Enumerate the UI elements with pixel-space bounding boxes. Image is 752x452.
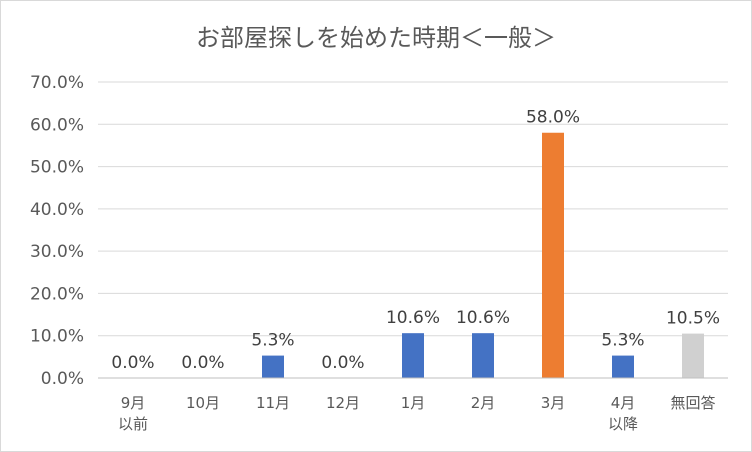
y-axis-ticks: 0.0% 10.0% 20.0% 30.0% 40.0% 50.0% 60.0% 70.0% [30, 73, 84, 389]
y-tick-label: 40.0% [30, 200, 84, 220]
y-tick-label: 30.0% [30, 242, 84, 262]
bar [262, 355, 284, 378]
data-label: 5.3% [601, 331, 644, 351]
x-tick-label: 3月 [541, 394, 566, 412]
chart-title: お部屋探しを始めた時期＜一般＞ [196, 24, 556, 52]
data-label: 0.0% [321, 353, 364, 373]
gridlines [98, 81, 728, 337]
data-label: 0.0% [181, 353, 224, 373]
bar [402, 333, 424, 378]
x-tick-label: 4月以降 [608, 394, 638, 433]
x-tick-label: 12月 [326, 394, 360, 412]
x-tick-label: 9月以前 [118, 394, 148, 433]
y-tick-label: 10.0% [30, 327, 84, 347]
data-label: 0.0% [111, 353, 154, 373]
x-tick-label: 無回答 [670, 394, 715, 412]
x-tick-label: 1月 [401, 394, 426, 412]
bars [262, 132, 704, 378]
x-tick-label: 2月 [471, 394, 496, 412]
data-label: 58.0% [526, 108, 580, 128]
bar [612, 355, 634, 378]
y-tick-label: 60.0% [30, 115, 84, 135]
data-label: 10.5% [666, 309, 720, 329]
x-tick-label: 11月 [256, 394, 290, 412]
data-label: 10.6% [456, 308, 510, 328]
x-tick-label: 10月 [186, 394, 220, 412]
data-label: 10.6% [386, 308, 440, 328]
data-labels: 0.0% 0.0% 5.3% 0.0% 10.6% 10.6% 58.0% 5.3% 10.5% [111, 108, 720, 373]
y-tick-label: 70.0% [30, 73, 84, 93]
y-tick-label: 0.0% [41, 369, 84, 389]
bar [682, 333, 704, 378]
x-axis-ticks: 9月以前 10月 11月 12月 1月 2月 3月 4月以降 無回答 [118, 394, 716, 433]
bar [542, 132, 564, 378]
data-label: 5.3% [251, 331, 294, 351]
y-tick-label: 50.0% [30, 158, 84, 178]
bar [472, 333, 494, 378]
y-tick-label: 20.0% [30, 284, 84, 304]
